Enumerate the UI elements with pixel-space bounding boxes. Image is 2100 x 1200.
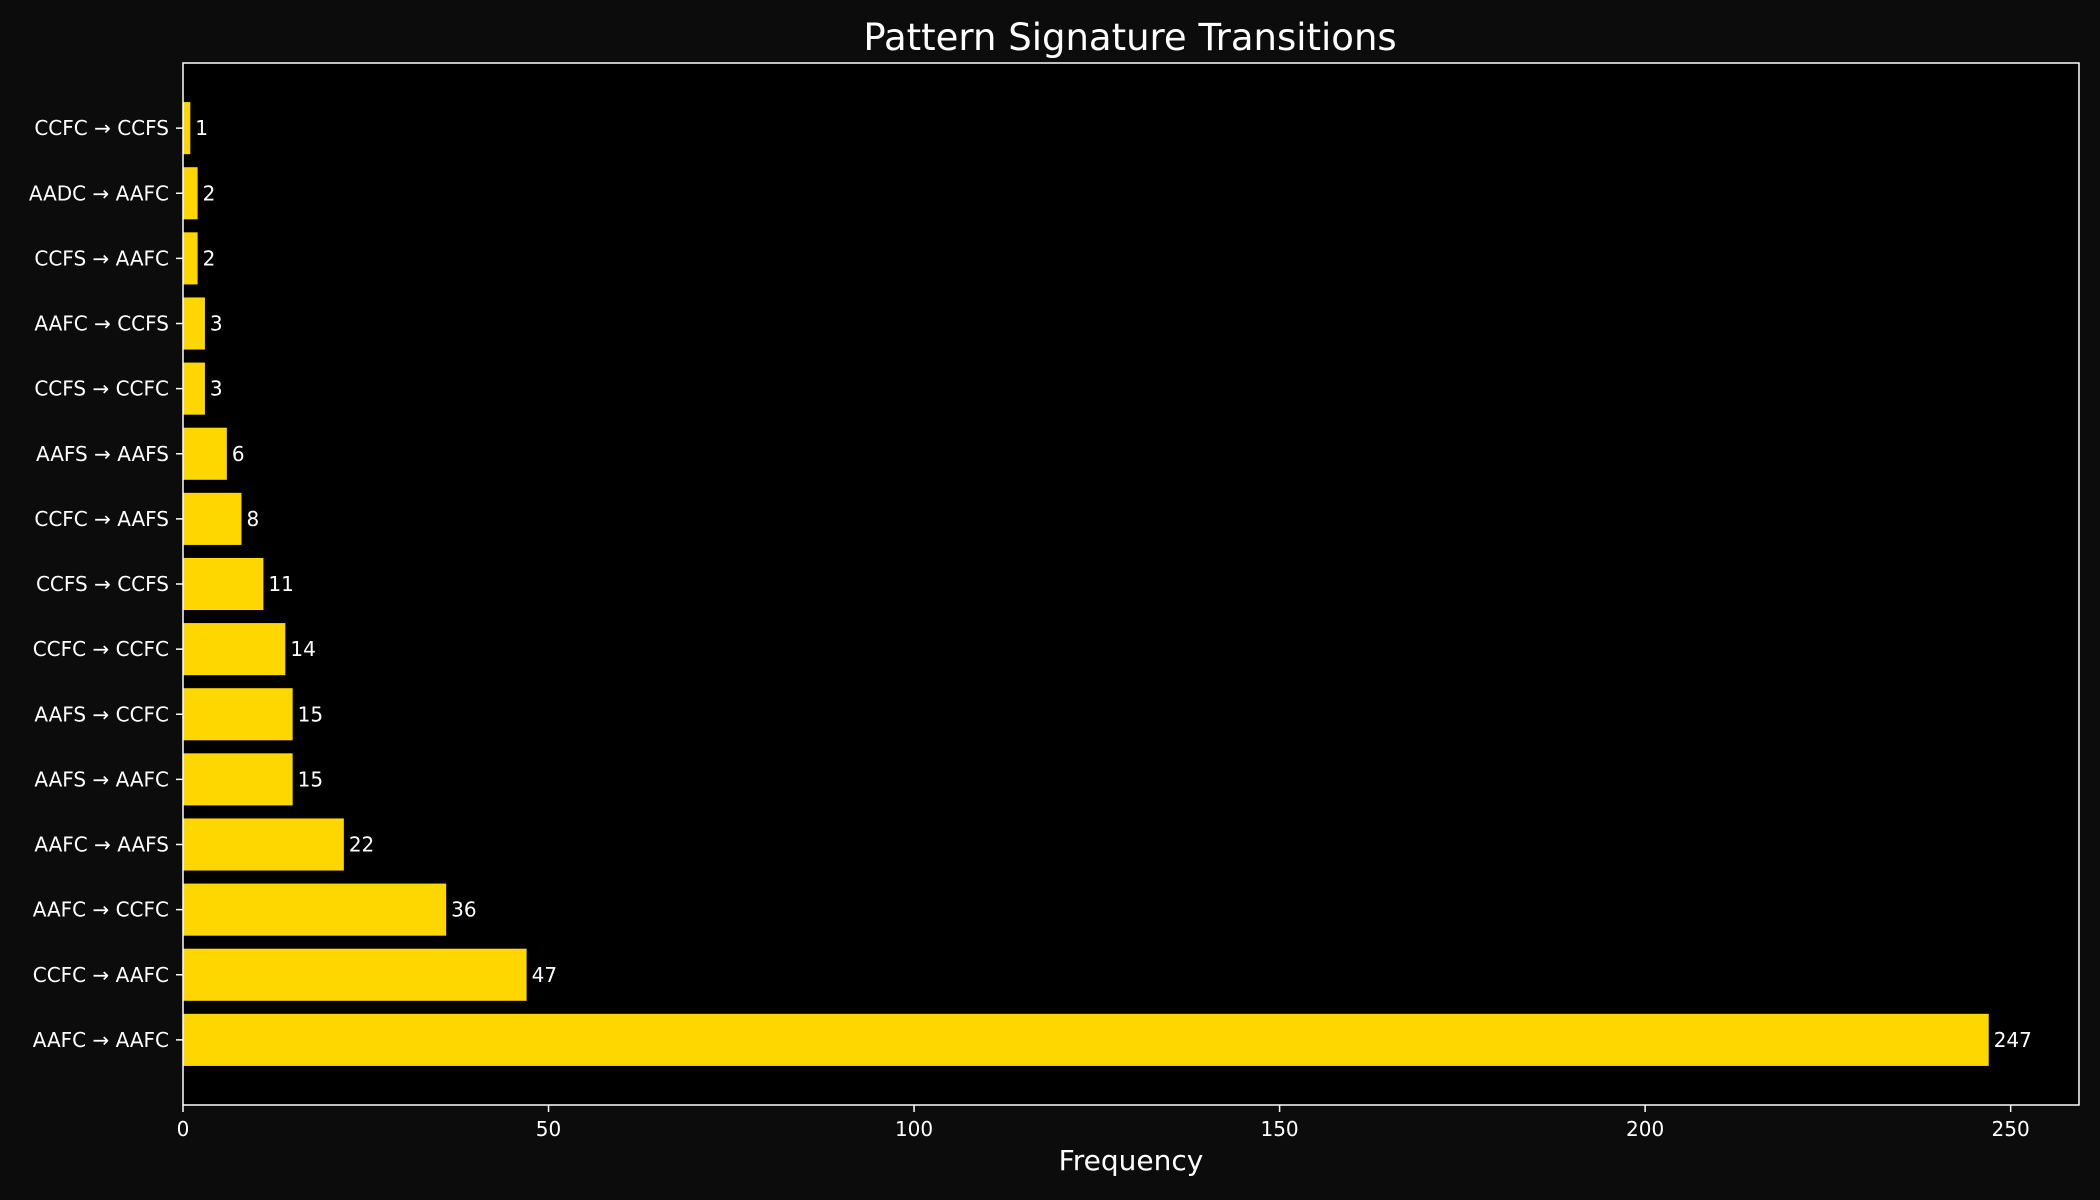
x-tick-label: 250: [1992, 1117, 2030, 1141]
y-tick-label: AADC → AAFC: [29, 181, 169, 205]
y-tick-label: CCFC → AAFS: [34, 507, 169, 531]
bar: [183, 232, 198, 285]
x-tick-label: 150: [1260, 1117, 1298, 1141]
data-label: 36: [451, 898, 476, 922]
y-tick-label: AAFS → AAFS: [36, 442, 169, 466]
y-tick-label: CCFC → CCFC: [33, 637, 169, 661]
bar: [183, 167, 198, 220]
data-label: 3: [210, 377, 223, 401]
data-label: 14: [290, 637, 315, 661]
bar: [183, 948, 527, 1001]
plot-area: [183, 63, 2079, 1105]
x-tick-label: 100: [895, 1117, 933, 1141]
chart-title: Pattern Signature Transitions: [863, 16, 1396, 59]
y-tick-label: AAFS → CCFC: [34, 702, 169, 726]
y-tick-label: CCFS → CCFC: [34, 377, 169, 401]
bar: [183, 362, 205, 415]
y-tick-label: AAFC → CCFC: [33, 898, 169, 922]
y-tick-label: CCFC → AAFC: [33, 963, 169, 987]
x-axis-label: Frequency: [1059, 1144, 1204, 1177]
data-label: 15: [298, 702, 323, 726]
bar: [183, 688, 293, 741]
x-tick-label: 200: [1626, 1117, 1664, 1141]
x-tick-label: 0: [177, 1117, 190, 1141]
bar: [183, 753, 293, 806]
y-tick-label: CCFS → CCFS: [36, 572, 169, 596]
bar: [183, 492, 242, 545]
y-tick-label: AAFS → AAFC: [34, 767, 169, 791]
bar: [183, 883, 447, 936]
bar: [183, 557, 264, 611]
bar: [183, 1013, 1989, 1066]
data-label: 6: [232, 442, 245, 466]
bar: [183, 297, 205, 350]
y-tick-label: AAFC → AAFS: [34, 833, 169, 857]
x-tick-label: 50: [536, 1117, 561, 1141]
data-label: 47: [532, 963, 557, 987]
y-tick-label: AAFC → AAFC: [33, 1028, 169, 1052]
data-label: 8: [246, 507, 259, 531]
bar: [183, 623, 286, 676]
data-label: 247: [1994, 1028, 2032, 1052]
x-axis: 0 50 100 150 200 250: [177, 1105, 2030, 1141]
bar: [183, 427, 227, 480]
y-tick-label: CCFS → AAFC: [34, 246, 169, 270]
bar: [183, 102, 191, 155]
data-label: 15: [298, 767, 323, 791]
data-label: 3: [210, 312, 223, 336]
y-tick-label: AAFC → CCFS: [34, 312, 169, 336]
y-axis: AAFC → AAFC CCFC → AAFC AAFC → CCFC AAFC → …: [29, 116, 183, 1052]
data-label: 2: [203, 181, 216, 205]
data-label: 1: [195, 116, 208, 140]
plot-frame: [182, 62, 2080, 1106]
data-label: 11: [268, 572, 293, 596]
bar: [183, 818, 344, 871]
data-label: 22: [349, 833, 374, 857]
y-tick-label: CCFC → CCFS: [34, 116, 169, 140]
data-label: 2: [203, 246, 216, 270]
bars-layer: [183, 102, 1989, 1066]
